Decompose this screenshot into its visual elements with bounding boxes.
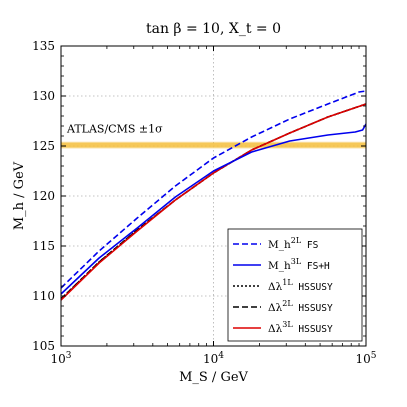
text-layer: 105 110 115 120 125 130 135 103 104 105 ATLAS/CMS … bbox=[12, 21, 377, 385]
series-line-5 bbox=[61, 103, 366, 301]
y-tick-label: 115 bbox=[32, 239, 55, 253]
y-tick-label: 135 bbox=[32, 39, 55, 53]
y-tick-label: 125 bbox=[32, 139, 55, 153]
x-tick-label: 103 bbox=[50, 351, 71, 366]
series-line-2 bbox=[61, 123, 366, 295]
band-layer bbox=[61, 141, 366, 149]
y-tick-label: 130 bbox=[32, 89, 55, 103]
legend-box bbox=[227, 228, 363, 342]
legend-label: Δλ3L HSSUSY bbox=[268, 320, 333, 335]
legend-label: Δλ2L HSSUSY bbox=[268, 299, 333, 314]
series-line-1 bbox=[61, 90, 366, 289]
tick-layer bbox=[60, 45, 367, 347]
chart-title: tan β = 10, X_t = 0 bbox=[146, 21, 281, 37]
experimental-band-core bbox=[61, 142, 366, 148]
band-label: ATLAS/CMS ±1σ bbox=[66, 123, 163, 136]
y-tick-label: 105 bbox=[32, 339, 55, 353]
series-layer bbox=[61, 90, 366, 301]
x-axis-label: M_S / GeV bbox=[179, 370, 248, 385]
x-tick-label: 104 bbox=[203, 351, 224, 366]
y-tick-label: 110 bbox=[32, 289, 55, 303]
legend-label: M_h2L FS bbox=[268, 236, 319, 251]
legend: M_h2L FS M_h3L FS+H Δλ1L HSSUSY Δλ2L HSSUSY… bbox=[227, 228, 363, 342]
y-tick-label: 120 bbox=[32, 189, 55, 203]
legend-label: M_h3L FS+H bbox=[268, 257, 330, 272]
x-tick-label: 105 bbox=[355, 351, 376, 366]
y-axis-label: M_h / GeV bbox=[12, 161, 27, 230]
legend-label: Δλ1L HSSUSY bbox=[268, 278, 333, 293]
